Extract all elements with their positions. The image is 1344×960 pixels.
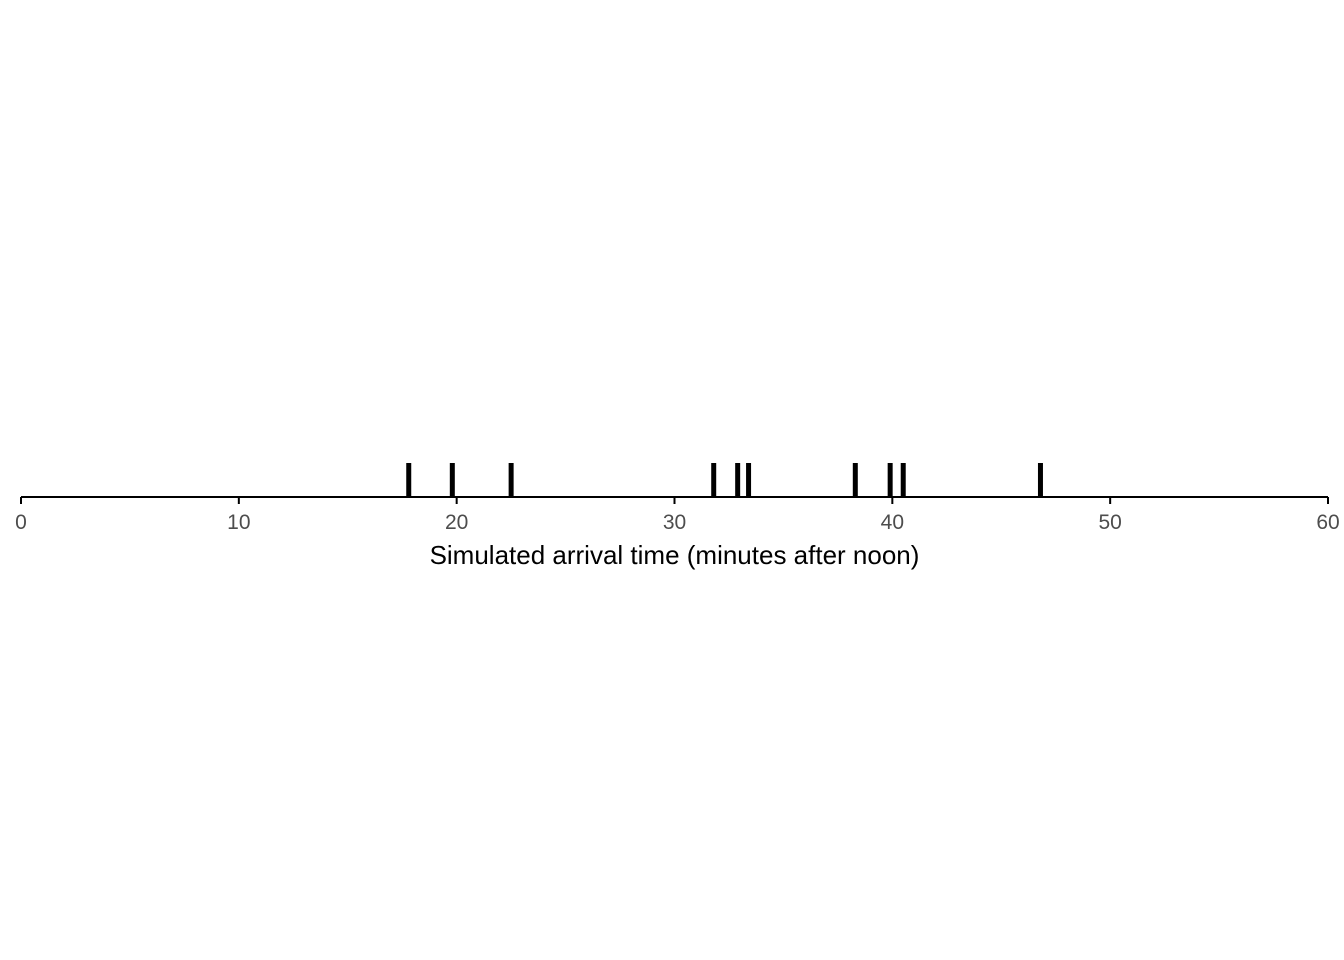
x-tick-label: 30 — [663, 511, 686, 534]
x-tick-label: 10 — [227, 511, 250, 534]
x-tick-label: 50 — [1098, 511, 1121, 534]
rug-marks — [406, 463, 1043, 497]
x-tick-label: 20 — [445, 511, 468, 534]
x-tick-label: 0 — [15, 511, 27, 534]
x-axis-tick-labels: 0 10 20 30 40 50 60 — [15, 511, 1340, 534]
x-axis-ticks — [20, 497, 1329, 504]
x-tick-label: 40 — [881, 511, 904, 534]
x-tick-label: 60 — [1316, 511, 1339, 534]
x-axis-title: Simulated arrival time (minutes after no… — [430, 540, 920, 570]
